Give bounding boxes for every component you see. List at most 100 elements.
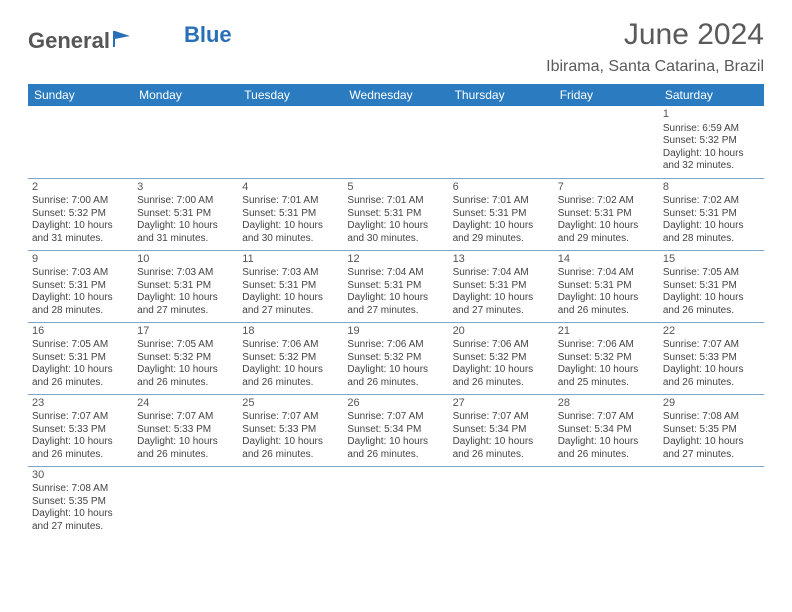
day-number: 8 — [663, 181, 760, 195]
calendar-day-cell: 27Sunrise: 7:07 AMSunset: 5:34 PMDayligh… — [449, 394, 554, 466]
calendar-day-cell: 15Sunrise: 7:05 AMSunset: 5:31 PMDayligh… — [659, 250, 764, 322]
calendar-body: 1Sunrise: 6:59 AMSunset: 5:32 PMDaylight… — [28, 106, 764, 538]
sunset-text: Sunset: 5:34 PM — [347, 424, 421, 435]
sunset-text: Sunset: 5:32 PM — [137, 352, 211, 363]
day-number: 25 — [242, 397, 339, 411]
sunrise-text: Sunrise: 7:07 AM — [453, 411, 529, 422]
sunset-text: Sunset: 5:32 PM — [663, 135, 737, 146]
sunrise-text: Sunrise: 7:04 AM — [347, 267, 423, 278]
day-number: 14 — [558, 253, 655, 267]
daylight-text: Daylight: 10 hours and 26 minutes. — [242, 436, 323, 460]
calendar-empty-cell — [554, 106, 659, 178]
day-number: 20 — [453, 325, 550, 339]
day-number: 11 — [242, 253, 339, 267]
sunset-text: Sunset: 5:32 PM — [32, 208, 106, 219]
calendar-empty-cell — [238, 106, 343, 178]
daylight-text: Daylight: 10 hours and 27 minutes. — [453, 292, 534, 316]
weekday-header-row: SundayMondayTuesdayWednesdayThursdayFrid… — [28, 84, 764, 106]
calendar-empty-cell — [238, 466, 343, 538]
daylight-text: Daylight: 10 hours and 27 minutes. — [137, 292, 218, 316]
sunrise-text: Sunrise: 7:01 AM — [453, 195, 529, 206]
sunrise-text: Sunrise: 7:05 AM — [32, 339, 108, 350]
day-number: 16 — [32, 325, 129, 339]
daylight-text: Daylight: 10 hours and 26 minutes. — [663, 364, 744, 388]
month-title: June 2024 — [546, 18, 764, 52]
calendar-day-cell: 7Sunrise: 7:02 AM Sunset: 5:31 PMDaylight… — [554, 178, 659, 250]
calendar-day-cell: 20Sunrise: 7:06 AMSunset: 5:32 PMDayligh… — [449, 322, 554, 394]
daylight-text: Daylight: 10 hours and 29 minutes. — [558, 220, 639, 244]
daylight-text: Daylight: 10 hours and 26 minutes. — [558, 436, 639, 460]
sunset-text: Sunset: 5:32 PM — [558, 352, 632, 363]
calendar-day-cell: 19Sunrise: 7:06 AMSunset: 5:32 PMDayligh… — [343, 322, 448, 394]
calendar-day-cell: 16Sunrise: 7:05 AMSunset: 5:31 PMDayligh… — [28, 322, 133, 394]
day-number: 13 — [453, 253, 550, 267]
sunset-text: Sunset: 5:31 PM — [32, 280, 106, 291]
logo-text-1: General — [28, 28, 110, 54]
day-number: 26 — [347, 397, 444, 411]
weekday-header: Saturday — [659, 84, 764, 106]
daylight-text: Daylight: 10 hours and 31 minutes. — [137, 220, 218, 244]
sunrise-text: Sunrise: 7:04 AM — [558, 267, 634, 278]
sunset-text: Sunset: 5:31 PM — [453, 208, 527, 219]
calendar-empty-cell — [554, 466, 659, 538]
daylight-text: Daylight: 10 hours and 26 minutes. — [347, 364, 428, 388]
sunset-text: Sunset: 5:34 PM — [453, 424, 527, 435]
sunset-text: Sunset: 5:35 PM — [663, 424, 737, 435]
sunset-text: Sunset: 5:31 PM — [558, 208, 632, 219]
sunset-text: Sunset: 5:31 PM — [242, 208, 316, 219]
sunrise-text: Sunrise: 7:06 AM — [347, 339, 423, 350]
daylight-text: Daylight: 10 hours and 30 minutes. — [242, 220, 323, 244]
sunset-text: Sunset: 5:33 PM — [137, 424, 211, 435]
day-number: 6 — [453, 181, 550, 195]
daylight-text: Daylight: 10 hours and 27 minutes. — [663, 436, 744, 460]
sunset-text: Sunset: 5:31 PM — [663, 208, 737, 219]
sunrise-text: Sunrise: 7:00 AM — [137, 195, 213, 206]
sunrise-text: Sunrise: 7:03 AM — [32, 267, 108, 278]
sunset-text: Sunset: 5:31 PM — [558, 280, 632, 291]
calendar-day-cell: 24Sunrise: 7:07 AMSunset: 5:33 PMDayligh… — [133, 394, 238, 466]
daylight-text: Daylight: 10 hours and 26 minutes. — [347, 436, 428, 460]
sunrise-text: Sunrise: 7:07 AM — [32, 411, 108, 422]
calendar-row: 1Sunrise: 6:59 AMSunset: 5:32 PMDaylight… — [28, 106, 764, 178]
calendar-day-cell: 8Sunrise: 7:02 AMSunset: 5:31 PMDaylight… — [659, 178, 764, 250]
calendar-empty-cell — [133, 466, 238, 538]
day-number: 21 — [558, 325, 655, 339]
calendar-empty-cell — [28, 106, 133, 178]
weekday-header: Monday — [133, 84, 238, 106]
header: GeneralBlue June 2024 Ibirama, Santa Cat… — [28, 18, 764, 76]
weekday-header: Wednesday — [343, 84, 448, 106]
day-number: 7 — [558, 181, 655, 195]
daylight-text: Daylight: 10 hours and 25 minutes. — [558, 364, 639, 388]
daylight-text: Daylight: 10 hours and 26 minutes. — [663, 292, 744, 316]
daylight-text: Daylight: 10 hours and 30 minutes. — [347, 220, 428, 244]
calendar-table: SundayMondayTuesdayWednesdayThursdayFrid… — [28, 84, 764, 538]
sunset-text: Sunset: 5:31 PM — [453, 280, 527, 291]
sunrise-text: Sunrise: 7:07 AM — [137, 411, 213, 422]
weekday-header: Thursday — [449, 84, 554, 106]
day-number: 30 — [32, 469, 129, 483]
calendar-day-cell: 5Sunrise: 7:01 AMSunset: 5:31 PMDaylight… — [343, 178, 448, 250]
calendar-row: 9Sunrise: 7:03 AMSunset: 5:31 PMDaylight… — [28, 250, 764, 322]
sunset-text: Sunset: 5:32 PM — [242, 352, 316, 363]
day-number: 4 — [242, 181, 339, 195]
sunrise-text: Sunrise: 7:06 AM — [242, 339, 318, 350]
sunrise-text: Sunrise: 7:08 AM — [663, 411, 739, 422]
sunrise-text: Sunrise: 7:01 AM — [242, 195, 318, 206]
day-number: 27 — [453, 397, 550, 411]
calendar-empty-cell — [449, 106, 554, 178]
calendar-empty-cell — [659, 466, 764, 538]
sunrise-text: Sunrise: 7:02 AM — [558, 195, 634, 206]
sunrise-text: Sunrise: 7:07 AM — [663, 339, 739, 350]
sunrise-text: Sunrise: 7:00 AM — [32, 195, 108, 206]
calendar-day-cell: 11Sunrise: 7:03 AMSunset: 5:31 PMDayligh… — [238, 250, 343, 322]
logo-text-2: Blue — [184, 22, 232, 48]
calendar-day-cell: 25Sunrise: 7:07 AMSunset: 5:33 PMDayligh… — [238, 394, 343, 466]
sunrise-text: Sunrise: 7:02 AM — [663, 195, 739, 206]
calendar-day-cell: 18Sunrise: 7:06 AMSunset: 5:32 PMDayligh… — [238, 322, 343, 394]
calendar-day-cell: 28Sunrise: 7:07 AMSunset: 5:34 PMDayligh… — [554, 394, 659, 466]
calendar-row: 30Sunrise: 7:08 AMSunset: 5:35 PMDayligh… — [28, 466, 764, 538]
calendar-day-cell: 22Sunrise: 7:07 AMSunset: 5:33 PMDayligh… — [659, 322, 764, 394]
sunset-text: Sunset: 5:31 PM — [663, 280, 737, 291]
day-number: 9 — [32, 253, 129, 267]
daylight-text: Daylight: 10 hours and 29 minutes. — [453, 220, 534, 244]
